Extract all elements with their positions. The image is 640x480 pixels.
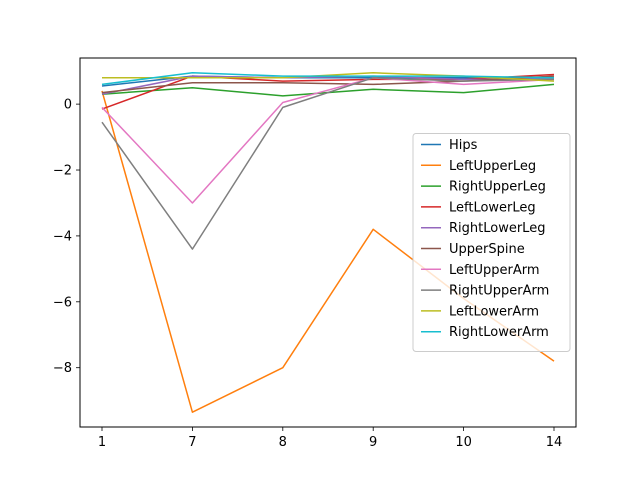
x-tick-label: 7 <box>188 435 196 450</box>
x-tick-label: 8 <box>279 435 287 450</box>
series-line-rightupperarm <box>101 77 555 250</box>
legend-label: LeftLowerLeg <box>449 200 536 215</box>
y-tick-label: −4 <box>53 229 72 244</box>
legend-label: LeftUpperArm <box>449 263 540 278</box>
y-axis: 0 −2 −4 −6 −8 <box>53 98 80 376</box>
x-tick-label: 14 <box>546 435 563 450</box>
legend-label: LeftUpperLeg <box>449 159 536 174</box>
legend-label: UpperSpine <box>449 242 525 257</box>
series-line-leftlowerleg <box>101 73 555 110</box>
plot-frame <box>79 57 577 428</box>
y-tick-label: −6 <box>53 295 72 310</box>
legend-label: RightUpperArm <box>449 284 549 299</box>
y-tick-label: −2 <box>53 164 72 179</box>
legend-label: RightLowerLeg <box>449 221 545 236</box>
x-tick-label: 9 <box>369 435 377 450</box>
legend-label: RightLowerArm <box>449 325 549 340</box>
series-line-leftupperarm <box>101 77 555 204</box>
series-line-rightlowerleg <box>101 75 554 95</box>
y-tick-label: −8 <box>53 361 72 376</box>
x-axis: 1 7 8 9 10 14 <box>98 427 562 450</box>
x-tick-label: 1 <box>98 435 106 450</box>
series-layer <box>101 72 555 413</box>
legend-box <box>412 133 571 352</box>
legend: Hips LeftUpperLeg RightUpperLeg LeftLowerLe… <box>412 133 571 352</box>
x-tick-label: 10 <box>455 435 472 450</box>
legend-label: LeftLowerArm <box>449 304 539 319</box>
series-line-rightlowerarm <box>101 72 555 86</box>
legend-label: Hips <box>449 138 478 153</box>
y-tick-label: 0 <box>64 98 72 113</box>
legend-label: RightUpperLeg <box>449 180 546 195</box>
